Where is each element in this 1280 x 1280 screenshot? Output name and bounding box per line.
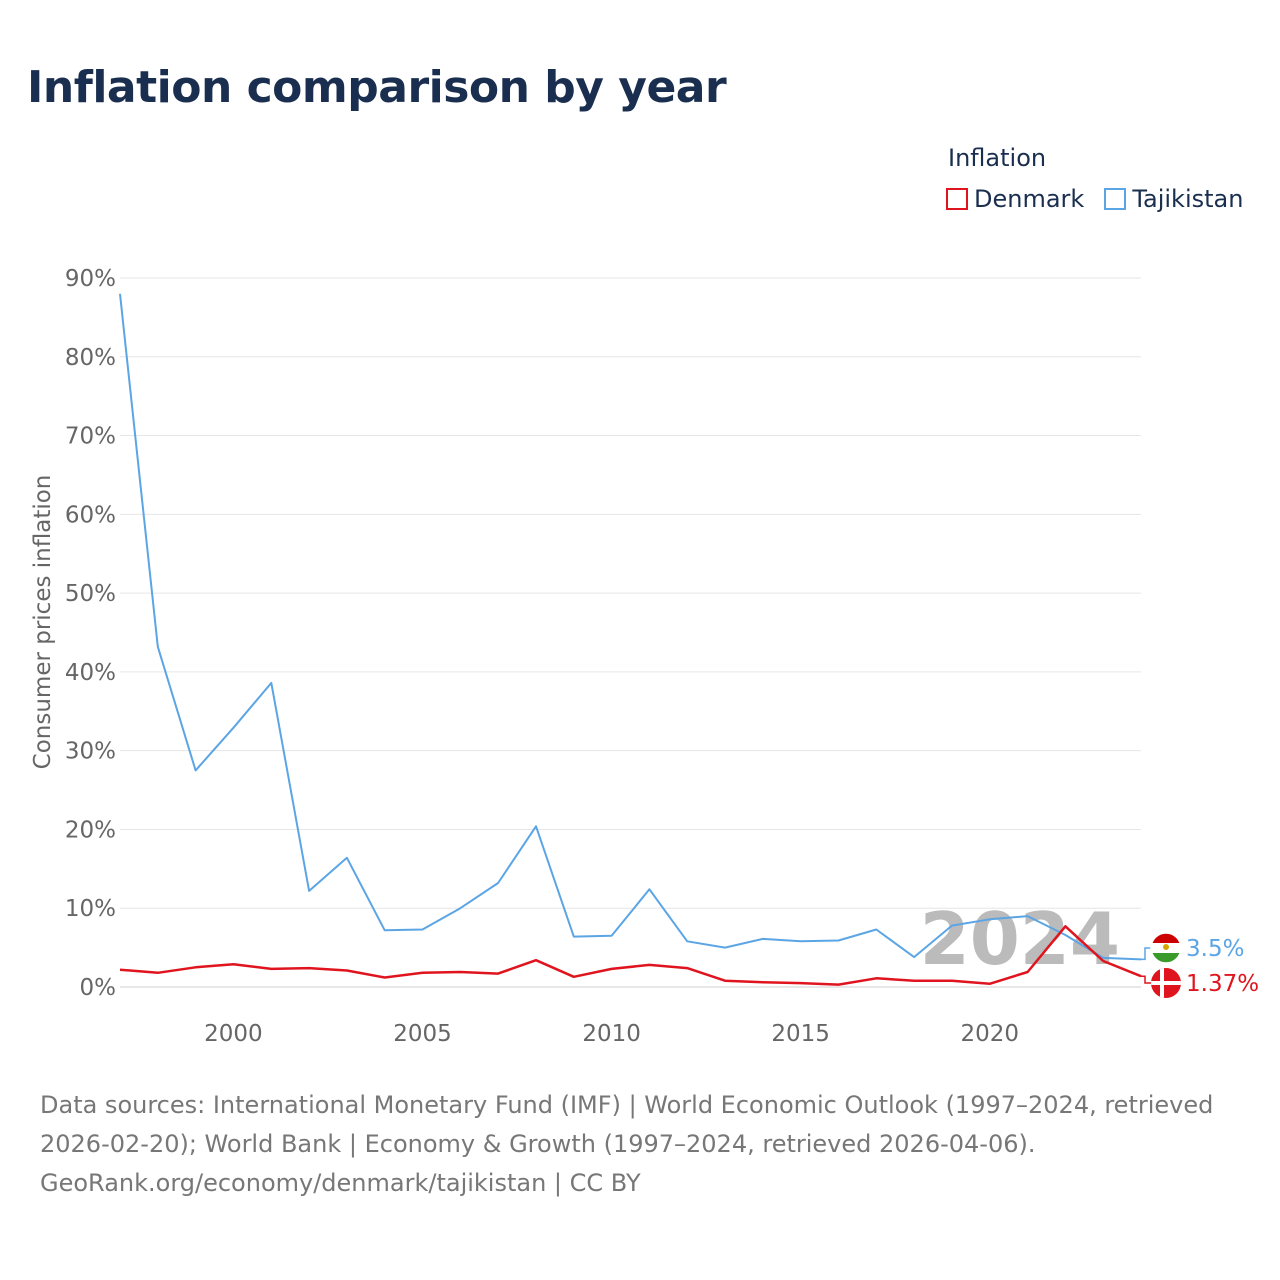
end-markers: 3.5% 1.37% <box>1141 932 1259 998</box>
legend-item-denmark[interactable]: Denmark <box>946 185 1084 213</box>
series-lines <box>119 293 1142 986</box>
year-watermark: 2024 <box>920 897 1120 981</box>
series-line-denmark <box>119 925 1142 986</box>
footer: Data sources: International Monetary Fun… <box>40 1086 1250 1203</box>
end-label-tajikistan: 3.5% <box>1186 936 1244 962</box>
y-tick-label: 50% <box>65 581 116 607</box>
end-label-denmark: 1.37% <box>1186 971 1259 997</box>
connector-denmark <box>1141 975 1151 984</box>
y-tick-label: 60% <box>65 502 116 528</box>
legend-item-tajikistan[interactable]: Tajikistan <box>1104 185 1243 213</box>
x-tick-label: 2020 <box>960 1021 1019 1047</box>
footer-sources: Data sources: International Monetary Fun… <box>40 1091 1214 1158</box>
legend-label-denmark: Denmark <box>974 185 1085 213</box>
line-chart: 0%10%20%30%40%50%60%70%80%90% 2000 2005 20… <box>30 266 1259 1047</box>
series-line-tajikistan <box>119 293 1142 961</box>
flag-denmark-icon <box>1151 968 1181 998</box>
y-tick-label: 10% <box>65 896 116 922</box>
x-tick-label: 2005 <box>393 1021 452 1047</box>
y-tick-label: 20% <box>65 817 116 843</box>
legend: Denmark Tajikistan <box>946 185 1243 213</box>
y-tick-label: 80% <box>65 345 116 371</box>
legend-label-tajikistan: Tajikistan <box>1132 185 1244 213</box>
y-tick-label: 40% <box>65 660 116 686</box>
connector-tajikistan <box>1141 947 1151 961</box>
legend-swatch-tajikistan <box>1104 188 1127 210</box>
gridlines <box>120 277 1141 988</box>
x-axis-ticks: 2000 2005 2010 2015 2020 <box>204 1021 1019 1047</box>
legend-title: Inflation <box>948 144 1047 172</box>
x-tick-label: 2015 <box>771 1021 830 1047</box>
footer-attribution: GeoRank.org/economy/denmark/tajikistan |… <box>40 1169 641 1197</box>
flag-tajikistan-icon <box>1150 932 1182 964</box>
x-tick-label: 2000 <box>204 1021 263 1047</box>
y-tick-label: 90% <box>65 266 116 292</box>
legend-swatch-denmark <box>946 188 968 210</box>
page-title: Inflation comparison by year <box>27 62 727 113</box>
x-tick-label: 2010 <box>582 1021 641 1047</box>
y-axis-ticks: 0% 10% 20% 30% 40% 50% 60% 70% 80% 90% <box>65 266 116 1001</box>
y-tick-label: 30% <box>65 739 116 765</box>
y-tick-label: 0% <box>80 975 117 1001</box>
y-axis-label: Consumer prices inflation <box>30 475 56 770</box>
y-tick-label: 70% <box>65 424 116 450</box>
